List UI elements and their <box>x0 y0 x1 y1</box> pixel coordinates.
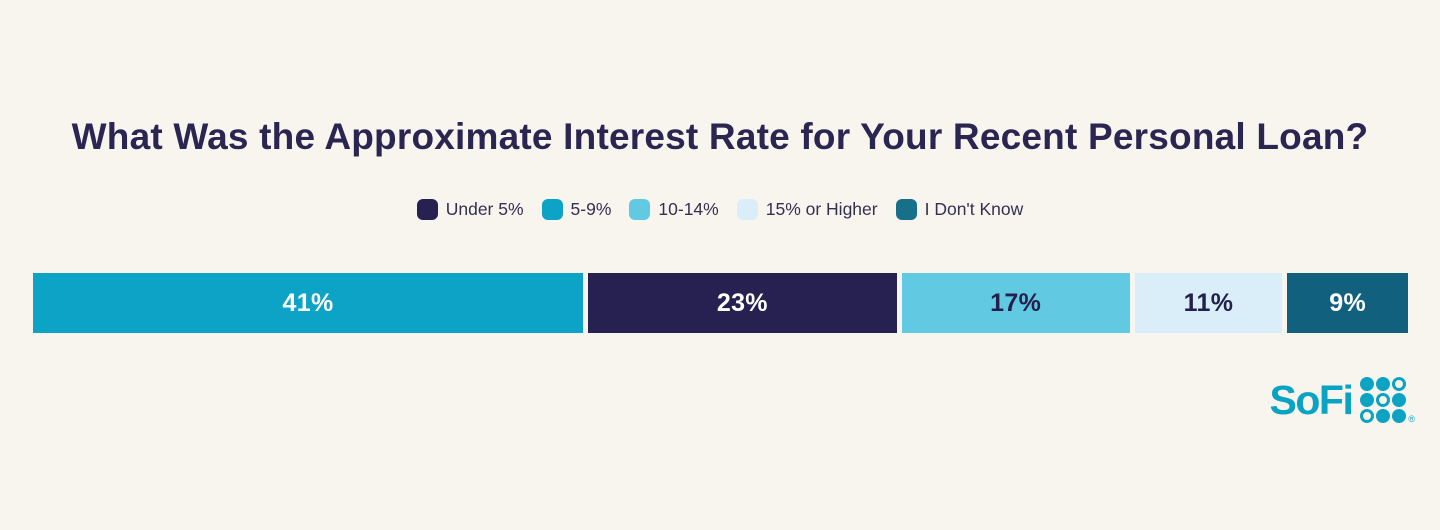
segment-value-label: 41% <box>282 288 334 317</box>
registered-trademark-mark: ® <box>1408 414 1415 424</box>
legend: Under 5% 5-9% 10-14% 15% or Higher I Don't K… <box>0 199 1440 220</box>
legend-item: 10-14% <box>629 199 719 220</box>
bar-segment: 9% <box>1287 273 1408 333</box>
sofi-logo: SoFi ® <box>1270 376 1415 424</box>
legend-label: 10-14% <box>658 199 719 219</box>
legend-item: 15% or Higher <box>736 199 878 220</box>
bar-segment: 23% <box>588 273 897 333</box>
legend-swatch <box>541 199 563 220</box>
legend-swatch <box>629 199 651 220</box>
legend-item: Under 5% <box>416 199 524 220</box>
sofi-dots-icon <box>1360 377 1407 423</box>
legend-label: 5-9% <box>570 199 612 219</box>
legend-item: I Don't Know <box>895 199 1024 220</box>
legend-label: 15% or Higher <box>765 199 878 219</box>
bar-segment: 11% <box>1134 273 1283 333</box>
segment-value-label: 11% <box>1183 288 1234 317</box>
legend-label: I Don't Know <box>924 199 1024 219</box>
segment-value-label: 23% <box>716 288 768 317</box>
legend-swatch <box>895 199 917 220</box>
sofi-logo-text: SoFi <box>1269 377 1354 423</box>
segment-value-label: 9% <box>1329 288 1366 317</box>
bar-segment: 41% <box>33 273 584 333</box>
stacked-bar: 41% 23% 17% 11% 9% <box>33 273 1408 333</box>
legend-swatch <box>736 199 758 220</box>
legend-swatch <box>416 199 438 220</box>
chart-title: What Was the Approximate Interest Rate f… <box>71 116 1369 157</box>
segment-value-label: 17% <box>990 288 1042 317</box>
legend-label: Under 5% <box>445 199 524 219</box>
legend-item: 5-9% <box>541 199 612 220</box>
bar-segment: 17% <box>901 273 1130 333</box>
